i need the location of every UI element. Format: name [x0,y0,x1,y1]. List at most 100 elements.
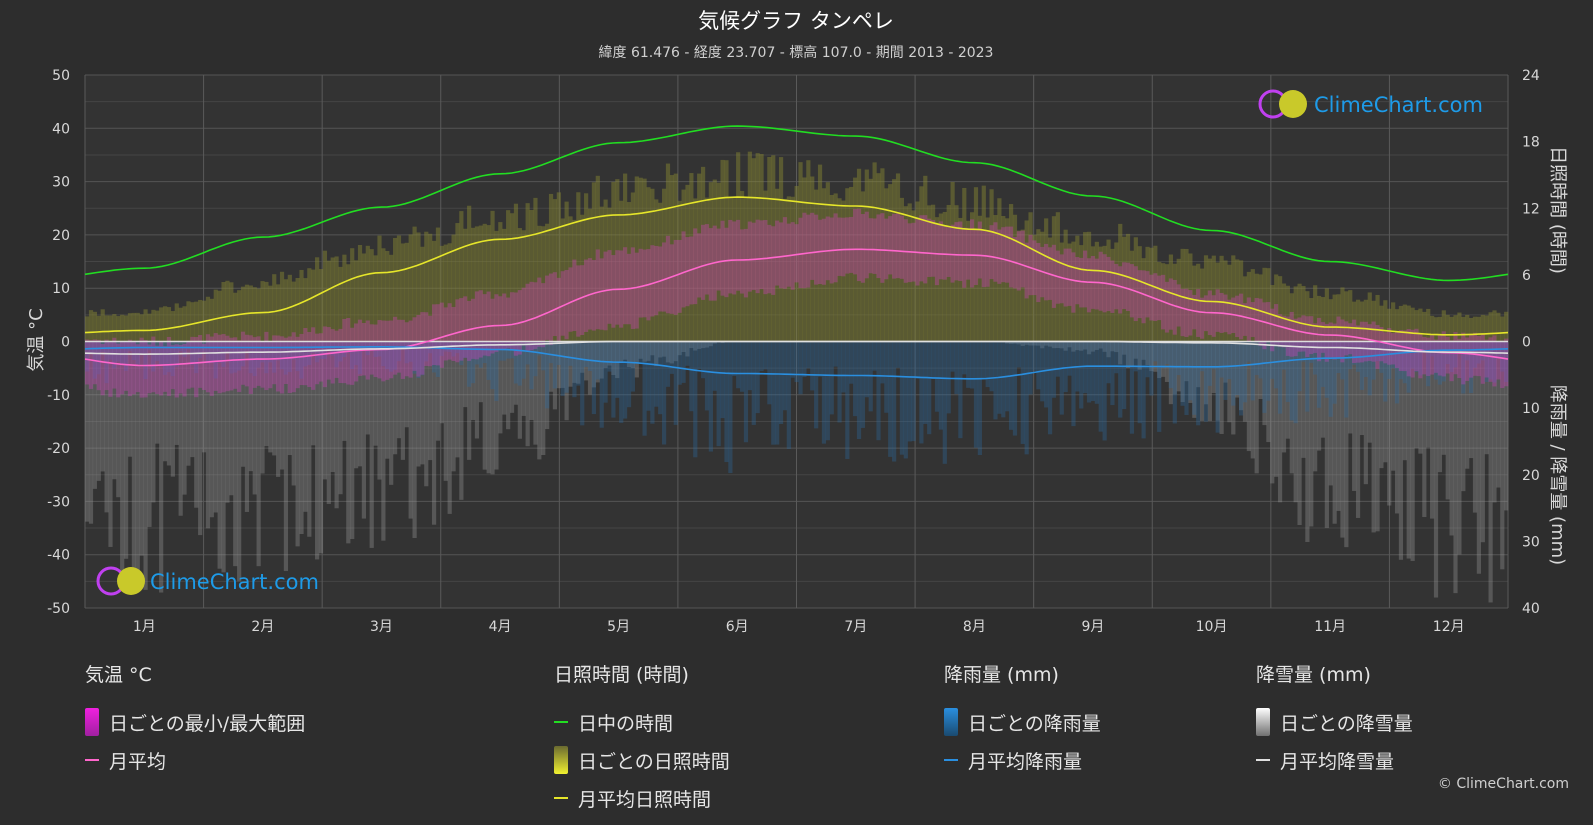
rain-bar [240,341,246,367]
rain-bar [1344,341,1349,418]
sunshine-bar [170,311,175,342]
rain-bar [248,341,253,374]
rain-bar [767,341,772,405]
rain-bar [1320,341,1326,387]
y-tick-label: -30 [47,494,70,510]
snow-bar [1352,341,1357,491]
rain-bar [810,341,815,391]
sunshine-bar [1504,311,1509,342]
sunshine-bar [439,245,444,342]
snow-bar [88,341,94,524]
rain-bar [798,341,803,395]
sunshine-bar [1414,310,1419,342]
rain-bar [716,341,721,447]
rain-bar [1461,341,1466,394]
temp-range-bar [256,336,261,386]
temp-range-bar [260,341,265,388]
snow-bar [1250,341,1255,459]
sunshine-bar [1340,287,1345,342]
x-tick-label: 11月 [1314,619,1346,635]
temp-range-bar [385,320,390,380]
rain-bar [907,341,912,442]
sunshine-bar [591,182,597,342]
rain-bar [1157,341,1162,432]
temp-range-bar [276,335,281,392]
temp-range-bar [166,336,172,396]
temp-range-bar [946,226,951,277]
rain-bar [1125,341,1131,366]
sunshine-bar [303,278,308,342]
temp-range-bar [962,227,967,288]
y3-tick-label: 10 [1522,401,1540,417]
temp-range-bar [981,230,986,288]
snow-bar [490,341,495,475]
sunshine-bar [685,184,690,342]
temp-range-bar [463,296,468,358]
temp-range-bar [747,221,752,292]
snow-bar [318,341,324,554]
temp-range-bar [1262,302,1267,350]
y2-tick-label: 0 [1522,335,1531,351]
temp-range-bar [736,219,741,291]
sunshine-bar [221,281,226,342]
temp-range-bar [529,281,534,351]
rain-bar [131,341,136,361]
snow-bar [1223,341,1228,383]
rain-bar [1367,341,1372,396]
snow-bar [1367,341,1372,443]
temp-range-bar [790,222,795,290]
sunshine-bar [517,228,522,342]
rain-bar [1153,341,1158,362]
rain-bar [790,341,795,378]
sunshine-bar [1137,246,1142,342]
rain-bar [993,341,998,420]
temp-range-bar [233,337,238,389]
sunshine-bar [623,173,628,342]
rain-bar [782,341,788,411]
sunshine-bar [993,215,998,342]
temp-range-bar [915,217,920,286]
rain-bar [1449,341,1454,373]
sunshine-bar [1044,218,1049,342]
snow-bar [1375,341,1380,532]
snow-bar [1297,341,1302,526]
snow-bar [1055,341,1060,348]
temp-range-bar [1305,316,1310,357]
rain-bar [1250,341,1255,401]
rain-bar [291,341,296,360]
snow-bar [1449,341,1454,536]
snow-bar [116,341,121,498]
rain-bar [556,341,561,365]
temp-range-bar [767,224,772,294]
rain-bar [1044,341,1049,408]
snow-bar [1492,341,1497,503]
rain-bar [1207,341,1213,386]
snow-bar [1500,341,1505,570]
chart-subtitle: 緯度 61.476 - 経度 23.707 - 標高 107.0 - 期間 20… [599,44,994,61]
sunshine-bar [229,282,234,342]
temp-range-bar [658,246,663,312]
temp-range-bar [435,304,441,366]
temp-range-bar [993,222,998,282]
snow-bar [147,341,152,527]
snow-bar [229,341,234,496]
snow-bar [654,341,659,367]
sunshine-bar [864,169,869,342]
rain-bar [1024,341,1029,455]
temp-range-bar [1172,279,1177,335]
snow-swatch [1256,708,1270,736]
sunshine-bar [509,213,515,342]
snow-bar [365,341,370,435]
temp-range-bar [537,277,542,347]
temp-range-bar [237,340,242,392]
y-tick-label: 50 [52,68,70,84]
temp-range-bar [1285,316,1290,356]
rain-bar [977,341,982,456]
rain-bar [950,341,955,372]
rain-bar [431,341,437,373]
rain-bar [256,341,261,368]
snow-bar [1441,341,1446,455]
sunshine-bar [892,179,897,342]
sunshine-bar [252,287,257,342]
climate-chart: 気候グラフ タンペレ 緯度 61.476 - 経度 23.707 - 標高 10… [26,9,1568,635]
